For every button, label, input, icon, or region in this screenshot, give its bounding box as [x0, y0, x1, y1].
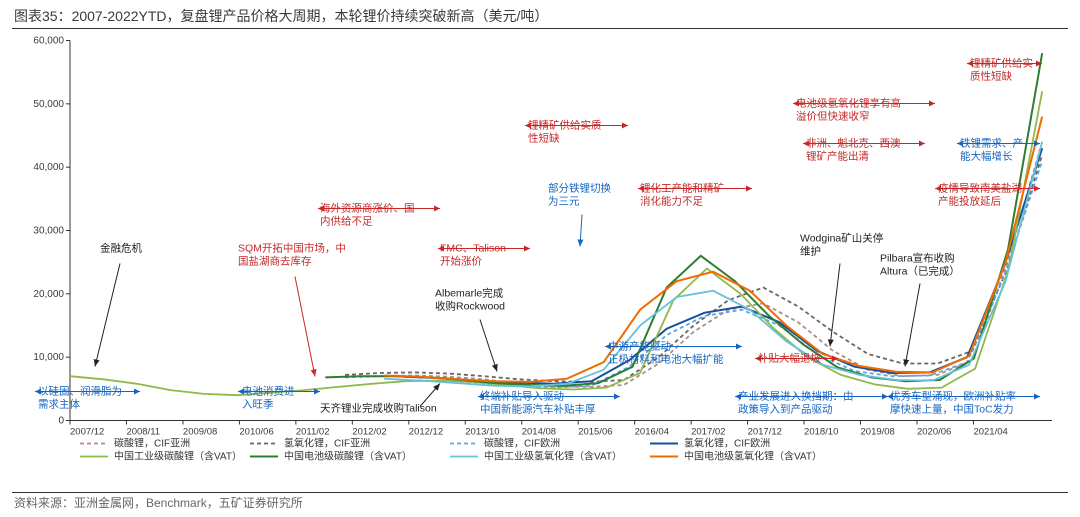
annotation: 需求主体	[38, 399, 80, 411]
svg-text:2015/06: 2015/06	[578, 427, 612, 438]
annotation: 维护	[800, 245, 821, 258]
svg-text:2010/06: 2010/06	[239, 427, 273, 438]
annotation: 锂矿产能出清	[806, 150, 869, 163]
svg-text:2019/08: 2019/08	[861, 427, 895, 438]
svg-text:2014/08: 2014/08	[522, 427, 556, 438]
annotation: 开始涨价	[440, 255, 482, 268]
annotation: 质性短缺	[970, 70, 1012, 83]
annotation: 国盐湖商去库存	[238, 255, 312, 268]
annotation: 内供给不足	[320, 215, 373, 228]
svg-text:10,000: 10,000	[33, 352, 64, 363]
annotation: 消化能力不足	[640, 195, 703, 208]
annotation: 为三元	[548, 196, 580, 208]
svg-text:50,000: 50,000	[33, 99, 64, 110]
svg-text:2007/12: 2007/12	[70, 427, 104, 438]
annotation: 摩快速上量，中国ToC发力	[890, 403, 1014, 416]
chart-svg: 0 10,000 20,000 30,000 40,000 50,000 60,000 200…	[20, 36, 1060, 457]
svg-text:2017/02: 2017/02	[691, 427, 725, 438]
annotation: 中国新能源汽车补贴丰厚	[480, 403, 596, 416]
svg-text:2013/10: 2013/10	[465, 427, 499, 438]
svg-text:0: 0	[58, 416, 64, 427]
annotation: SQM开拓中国市场，中	[238, 242, 346, 255]
svg-text:2016/04: 2016/04	[635, 427, 669, 438]
legend-label: 氢氧化锂，CIF亚洲	[284, 437, 370, 450]
legend-label: 碳酸锂，CIF欧洲	[484, 437, 560, 450]
divider-top	[12, 28, 1068, 29]
svg-text:2012/12: 2012/12	[409, 427, 443, 438]
annotation: 正极材料和电池大幅扩能	[608, 353, 724, 366]
annotation: Wodgina矿山关停	[800, 232, 883, 245]
legend-label: 中国工业级碳酸锂（含VAT）	[114, 450, 242, 463]
annotation: 入旺季	[242, 399, 274, 411]
annotation: 金融危机	[100, 242, 142, 255]
annotation: Altura（已完成）	[880, 265, 960, 278]
svg-text:30,000: 30,000	[33, 226, 64, 237]
annotation: 政策导入到产品驱动	[738, 403, 833, 416]
annotation: 性短缺	[528, 132, 560, 145]
chart-title: 图表35：2007-2022YTD，复盘锂产品价格大周期，本轮锂价持续突破新高（…	[14, 6, 548, 26]
source-text: 资料来源：亚洲金属网，Benchmark，五矿证券研究所	[14, 494, 303, 511]
annotation: 溢价但快速收窄	[796, 110, 870, 123]
legend-label: 中国电池级碳酸锂（含VAT）	[284, 450, 412, 463]
legend-label: 碳酸锂，CIF亚洲	[114, 437, 190, 450]
svg-text:2021/04: 2021/04	[973, 427, 1007, 438]
svg-text:2011/02: 2011/02	[296, 427, 330, 438]
legend-label: 中国工业级氢氧化锂（含VAT）	[484, 450, 622, 463]
chart-area: 0 10,000 20,000 30,000 40,000 50,000 60,000 200…	[20, 36, 1060, 457]
svg-text:2017/12: 2017/12	[748, 427, 782, 438]
divider-bottom	[12, 492, 1068, 493]
annotation: 产能投放延后	[938, 195, 1001, 208]
annotation: 能大幅增长	[960, 150, 1013, 163]
svg-text:60,000: 60,000	[33, 36, 64, 47]
annotation: 收购Rockwood	[435, 300, 505, 313]
svg-text:2018/10: 2018/10	[804, 427, 838, 438]
legend-label: 氢氧化锂，CIF欧洲	[684, 437, 770, 450]
svg-text:2008/11: 2008/11	[126, 427, 160, 438]
svg-text:2009/08: 2009/08	[183, 427, 217, 438]
svg-text:20,000: 20,000	[33, 289, 64, 300]
svg-text:40,000: 40,000	[33, 162, 64, 173]
annotation: 天齐锂业完成收购Talison	[320, 402, 437, 415]
annotation: Albemarle完成	[435, 287, 504, 300]
legend-label: 中国电池级氢氧化锂（含VAT）	[684, 450, 822, 463]
svg-text:2020/06: 2020/06	[917, 427, 951, 438]
annotation: 部分铁锂切换	[548, 182, 611, 195]
annotation: Pilbara宣布收购	[880, 252, 955, 265]
svg-text:2012/02: 2012/02	[352, 427, 386, 438]
